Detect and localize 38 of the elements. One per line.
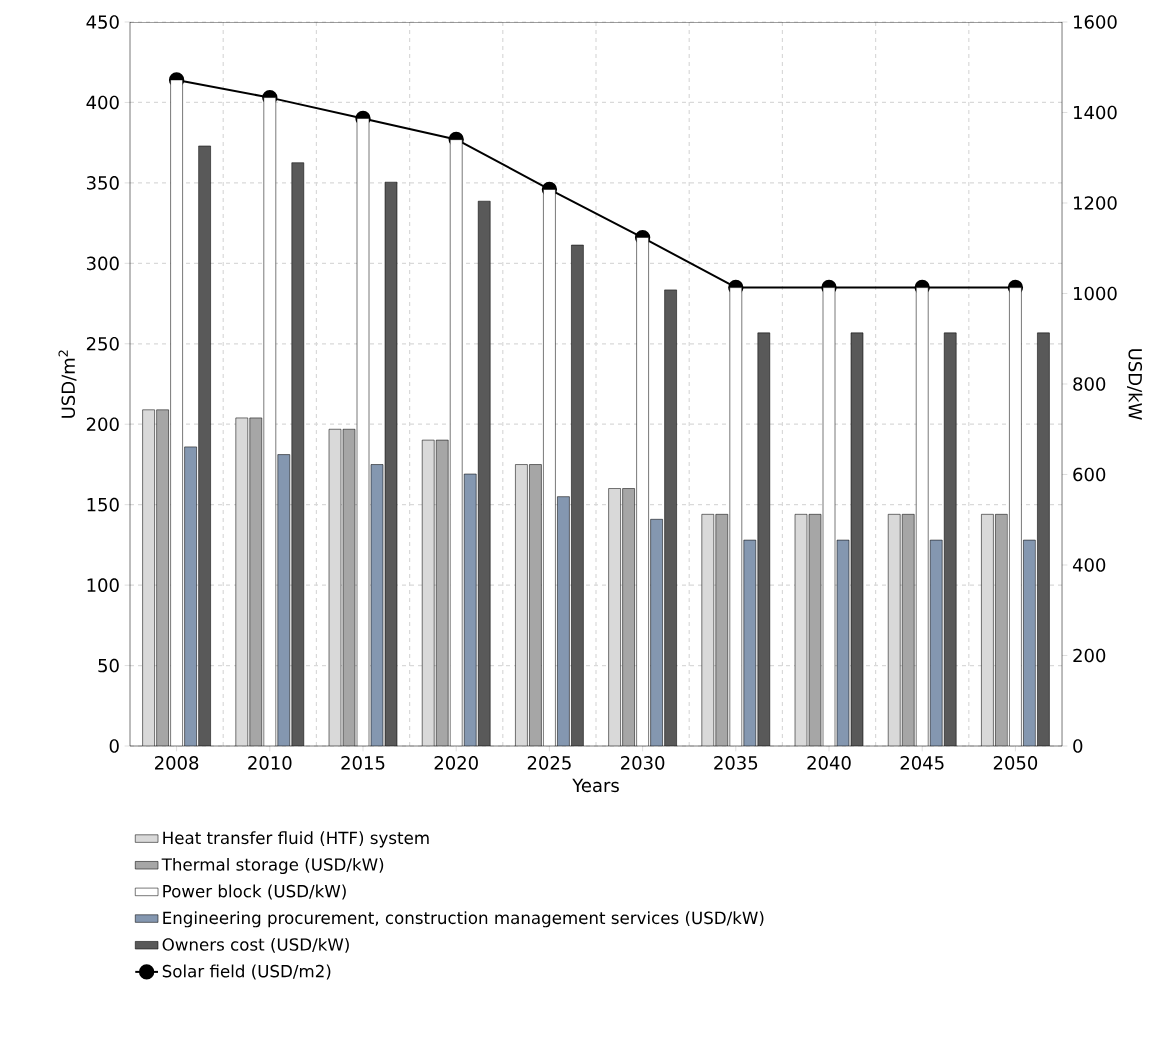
y2-tick-label: 400	[1072, 558, 1106, 572]
y2-tick-label: 1400	[1074, 105, 1117, 120]
x-tick-label: 2008	[155, 756, 199, 770]
legend-label: Owners cost (USD/kW)	[162, 937, 349, 953]
y-tick-label: 250	[86, 336, 119, 351]
y2-tick-label: 600	[1073, 467, 1106, 482]
y2-axis-title: USD/kW	[1127, 349, 1143, 420]
legend-label: Heat transfer fluid (HTF) system	[163, 831, 429, 848]
y2-tick-label: 0	[1073, 739, 1083, 753]
y-tick-label: 350	[86, 176, 119, 190]
x-tick-label: 2025	[527, 756, 571, 770]
x-tick-label: 2045	[900, 756, 944, 770]
y-tick-label: 450	[86, 15, 119, 29]
x-tick-label: 2030	[621, 756, 665, 770]
y-tick-label: 0	[109, 739, 119, 753]
legend-label: Thermal storage (USD/kW)	[161, 857, 384, 875]
x-tick-label: 2020	[434, 756, 478, 770]
legend-label: Power block (USD/kW)	[163, 884, 346, 900]
x-tick-label: 2040	[807, 756, 851, 770]
y2-tick-label: 800	[1073, 377, 1106, 391]
y-tick-label: 400	[86, 95, 119, 110]
y2-tick-label: 1200	[1074, 196, 1117, 210]
x-tick-label: 2050	[993, 756, 1038, 770]
legend-label: Solar field (USD/m2)	[162, 964, 331, 980]
y-tick-label: 300	[86, 256, 119, 271]
x-tick-label: 2035	[714, 756, 758, 770]
y-axis-title: USD/m$^{2}$	[58, 350, 77, 418]
y2-tick-label: 200	[1073, 648, 1106, 663]
y2-tick-label: 1600	[1074, 15, 1117, 29]
y-tick-label: 100	[87, 578, 119, 592]
x-tick-label: 2015	[341, 756, 385, 770]
x-axis-title: Years	[572, 778, 619, 793]
x-tick-label: 2010	[248, 756, 292, 770]
y2-tick-label: 1000	[1074, 286, 1117, 301]
y-tick-label: 50	[98, 658, 119, 673]
y-tick-label: 200	[86, 417, 119, 432]
legend-label: Engineering procurement, construction management services (USD/kW)	[163, 911, 764, 928]
y-tick-label: 150	[87, 497, 119, 512]
